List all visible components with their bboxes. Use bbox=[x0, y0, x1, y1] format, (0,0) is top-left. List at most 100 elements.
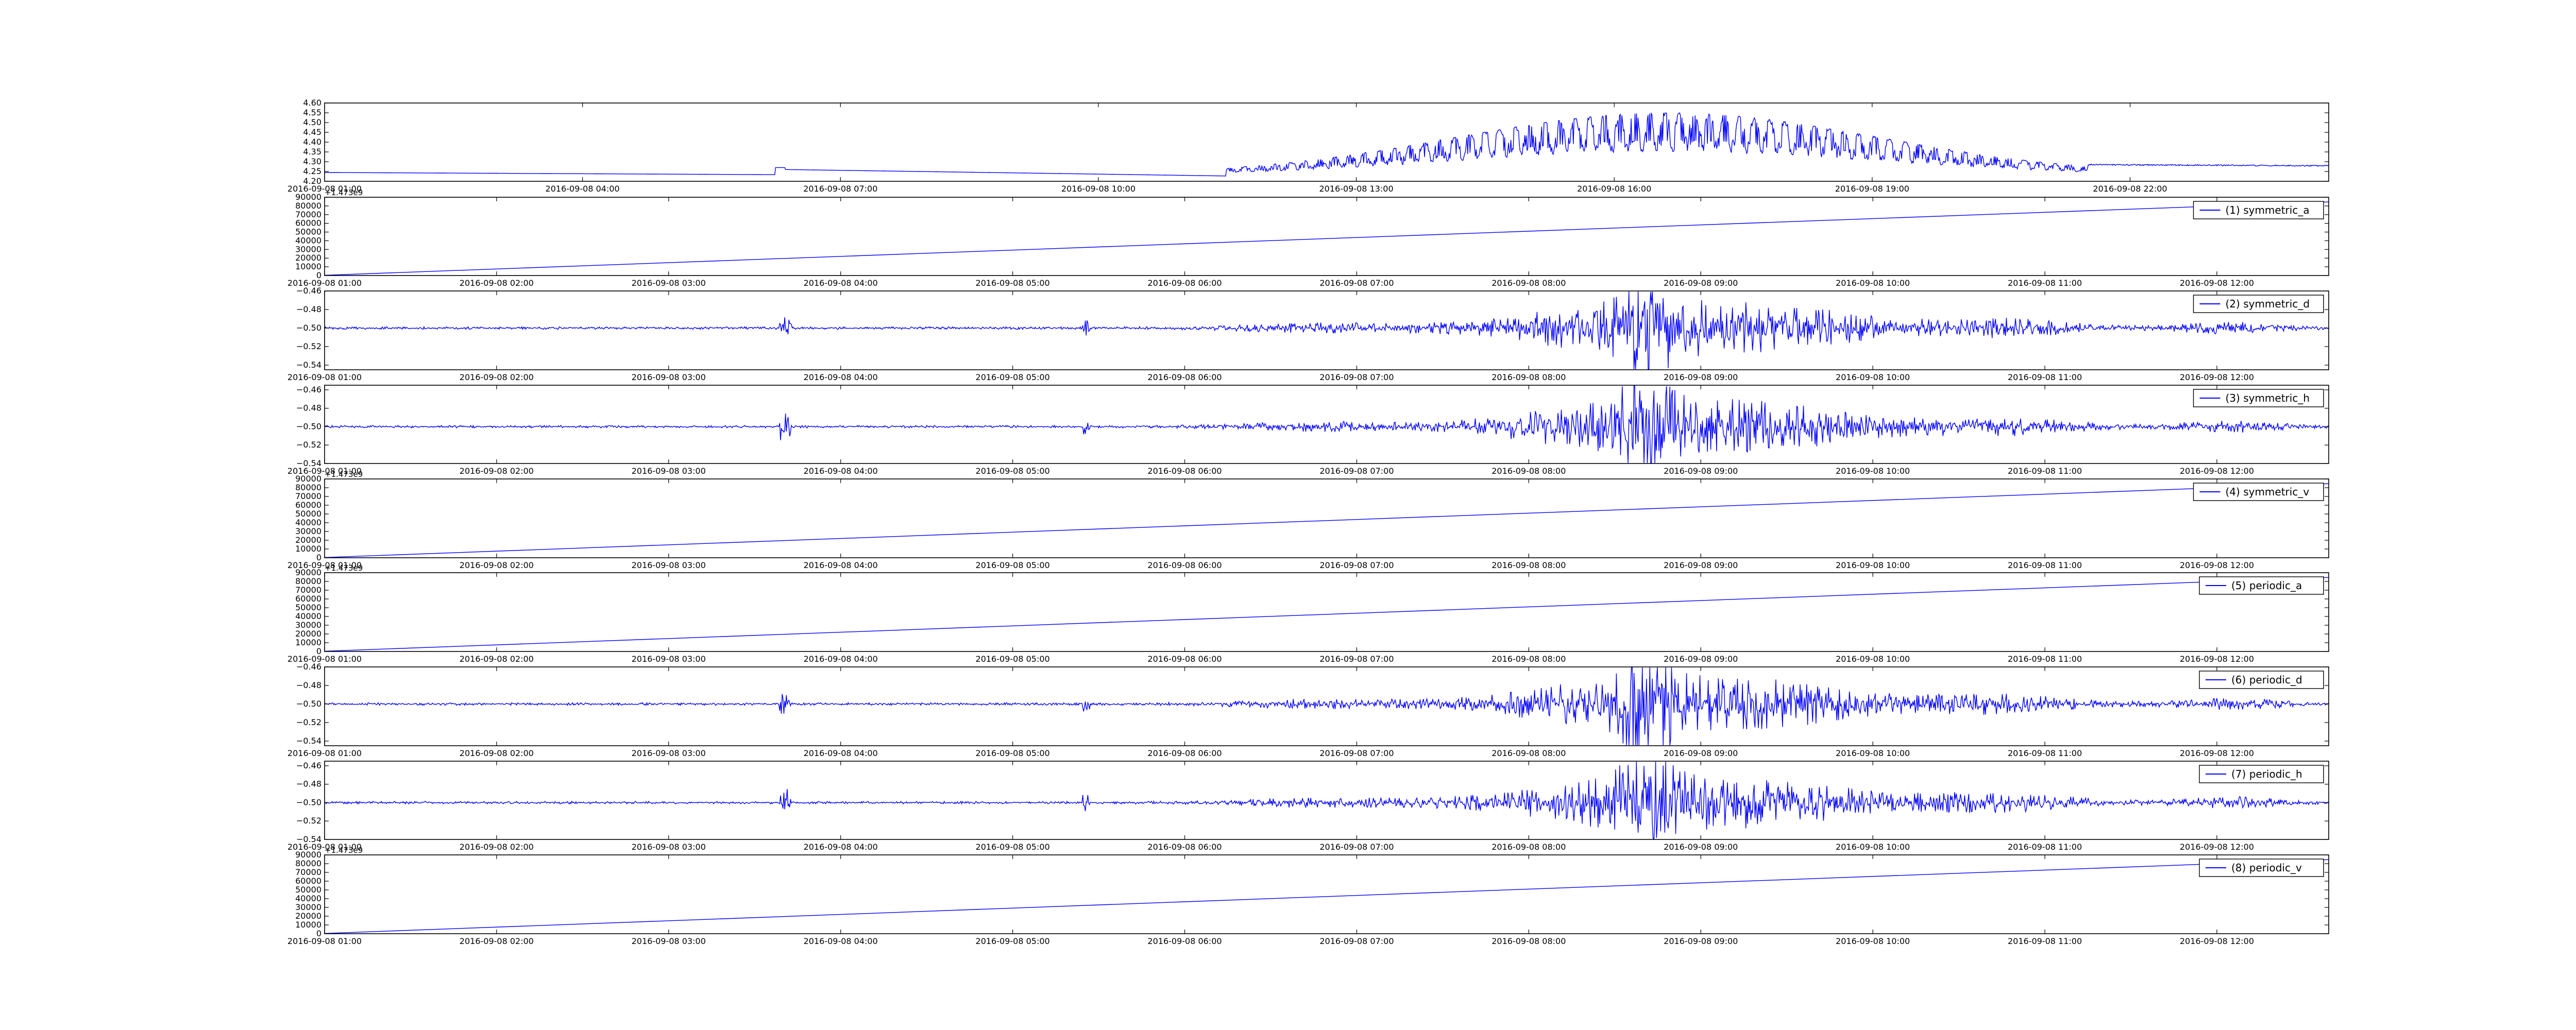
legend-label: (5) periodic_a bbox=[2231, 579, 2302, 592]
x-tick-label: 2016-09-08 11:00 bbox=[2008, 748, 2082, 758]
x-tick-label: 2016-09-08 05:00 bbox=[976, 560, 1050, 570]
x-tick-label: 2016-09-08 09:00 bbox=[1664, 842, 1738, 852]
y-tick-label: 4.60 bbox=[303, 98, 321, 108]
y-tick-label: −0.46 bbox=[296, 286, 321, 296]
x-tick-label: 2016-09-08 01:00 bbox=[287, 748, 362, 758]
y-tick-label: 10000 bbox=[295, 920, 321, 930]
x-tick-label: 2016-09-08 08:00 bbox=[1492, 654, 1566, 664]
x-tick-label: 2016-09-08 07:00 bbox=[1319, 748, 1394, 758]
x-tick-label: 2016-09-08 12:00 bbox=[2180, 748, 2254, 758]
x-tick-label: 2016-09-08 08:00 bbox=[1492, 748, 1566, 758]
subplot-5: 0100002000030000400005000060000700008000… bbox=[287, 563, 2329, 664]
x-tick-label: 2016-09-08 05:00 bbox=[976, 654, 1050, 664]
y-tick-label: 4.45 bbox=[303, 127, 321, 137]
y-tick-label: −0.46 bbox=[296, 662, 321, 672]
y-tick-label: −0.50 bbox=[296, 699, 321, 709]
x-tick-label: 2016-09-08 02:00 bbox=[460, 748, 534, 758]
x-tick-label: 2016-09-08 05:00 bbox=[976, 372, 1050, 382]
x-tick-label: 2016-09-08 09:00 bbox=[1664, 560, 1738, 570]
x-tick-label: 2016-09-08 01:00 bbox=[287, 842, 362, 852]
x-tick-label: 2016-09-08 09:00 bbox=[1664, 278, 1738, 288]
x-tick-label: 2016-09-08 10:00 bbox=[1836, 936, 1910, 946]
y-tick-label: 20000 bbox=[295, 535, 321, 545]
y-tick-label: 40000 bbox=[295, 611, 321, 621]
x-tick-label: 2016-09-08 04:00 bbox=[804, 936, 878, 946]
x-tick-label: 2016-09-08 07:00 bbox=[1319, 842, 1394, 852]
y-tick-label: 4.35 bbox=[303, 147, 321, 157]
axes-frame-7 bbox=[324, 761, 2329, 840]
series-line-4 bbox=[324, 483, 2329, 558]
y-tick-label: −0.50 bbox=[296, 421, 321, 431]
y-tick-label: 50000 bbox=[295, 227, 321, 237]
x-tick-label: 2016-09-08 07:00 bbox=[1319, 654, 1394, 664]
x-tick-label: 2016-09-08 06:00 bbox=[1147, 654, 1222, 664]
y-tick-label: 70000 bbox=[295, 585, 321, 595]
y-tick-label: 80000 bbox=[295, 576, 321, 586]
x-tick-label: 2016-09-08 10:00 bbox=[1836, 372, 1910, 382]
y-tick-label: −0.52 bbox=[296, 816, 321, 826]
x-tick-label: 2016-09-08 04:00 bbox=[804, 654, 878, 664]
x-tick-label: 2016-09-08 10:00 bbox=[1061, 184, 1136, 194]
x-tick-label-first: 2016-09-08 01:00 bbox=[287, 184, 362, 194]
subplot-1: 0100002000030000400005000060000700008000… bbox=[287, 188, 2329, 288]
axes-frame-1 bbox=[324, 197, 2329, 276]
y-offset-label: +1.473e9 bbox=[325, 563, 363, 573]
x-tick-label: 2016-09-08 11:00 bbox=[2008, 936, 2082, 946]
x-tick-label: 2016-09-08 11:00 bbox=[2008, 278, 2082, 288]
y-tick-label: −0.48 bbox=[296, 779, 321, 789]
x-tick-label: 2016-09-08 02:00 bbox=[460, 654, 534, 664]
y-offset-label: +1.473e9 bbox=[325, 846, 363, 855]
y-tick-label: 70000 bbox=[295, 867, 321, 877]
series-line-1 bbox=[324, 201, 2329, 276]
x-tick-label: 2016-09-08 05:00 bbox=[976, 936, 1050, 946]
legend-label: (4) symmetric_v bbox=[2226, 486, 2310, 498]
axes-frame-6 bbox=[324, 666, 2329, 746]
y-tick-label: −0.50 bbox=[296, 323, 321, 333]
x-tick-label: 2016-09-08 01:00 bbox=[287, 372, 362, 382]
y-tick-label: 80000 bbox=[295, 859, 321, 868]
x-tick-label: 2016-09-08 08:00 bbox=[1492, 278, 1566, 288]
y-tick-label: 40000 bbox=[295, 894, 321, 903]
x-tick-label: 2016-09-08 03:00 bbox=[632, 278, 706, 288]
y-tick-label: 60000 bbox=[295, 876, 321, 886]
x-tick-label: 2016-09-08 12:00 bbox=[2180, 654, 2254, 664]
y-tick-label: 30000 bbox=[295, 902, 321, 912]
y-tick-label: −0.54 bbox=[296, 458, 321, 468]
y-tick-label: 40000 bbox=[295, 235, 321, 245]
y-offset-label: +1.473e9 bbox=[325, 188, 363, 197]
x-tick-label: 2016-09-08 07:00 bbox=[1319, 560, 1394, 570]
x-tick-label: 2016-09-08 07:00 bbox=[803, 184, 877, 194]
y-tick-label: −0.48 bbox=[296, 680, 321, 690]
y-tick-label: 4.50 bbox=[303, 117, 321, 127]
subplot-2: −0.54 −0.52 −0.50 −0.48 −0.46 2016-09-08 01:0… bbox=[287, 286, 2329, 382]
subplot-4: 0100002000030000400005000060000700008000… bbox=[287, 470, 2329, 570]
x-tick-label: 2016-09-08 08:00 bbox=[1492, 372, 1566, 382]
legend-box bbox=[2199, 576, 2324, 595]
x-tick-label: 2016-09-08 19:00 bbox=[1835, 184, 1909, 194]
x-tick-label: 2016-09-08 12:00 bbox=[2180, 936, 2254, 946]
legend-box bbox=[2199, 765, 2324, 783]
y-tick-label: 60000 bbox=[295, 594, 321, 604]
x-tick-label: 2016-09-08 04:00 bbox=[804, 278, 878, 288]
x-tick-label: 2016-09-08 09:00 bbox=[1664, 372, 1738, 382]
x-tick-label: 2016-09-08 04:00 bbox=[804, 372, 878, 382]
legend-label: (3) symmetric_h bbox=[2226, 392, 2310, 404]
y-tick-label: −0.46 bbox=[296, 385, 321, 394]
x-tick-label: 2016-09-08 04:00 bbox=[804, 560, 878, 570]
y-tick-label: 20000 bbox=[295, 253, 321, 263]
legend-label: (8) periodic_v bbox=[2231, 862, 2302, 874]
axes-frame-5 bbox=[324, 572, 2329, 652]
x-tick-label: 2016-09-08 12:00 bbox=[2180, 372, 2254, 382]
y-tick-label: 0 bbox=[316, 270, 321, 280]
x-tick-label: 2016-09-08 07:00 bbox=[1319, 466, 1394, 476]
x-tick-label: 2016-09-08 09:00 bbox=[1664, 936, 1738, 946]
subplot-8: 0100002000030000400005000060000700008000… bbox=[287, 846, 2329, 946]
x-tick-label: 2016-09-08 02:00 bbox=[460, 560, 534, 570]
y-tick-label: 20000 bbox=[295, 911, 321, 921]
y-tick-label: 70000 bbox=[295, 210, 321, 219]
x-tick-label: 2016-09-08 16:00 bbox=[1577, 184, 1651, 194]
y-tick-label: 80000 bbox=[295, 483, 321, 492]
x-tick-label: 2016-09-08 02:00 bbox=[460, 372, 534, 382]
subplot-3: −0.54 −0.52 −0.50 −0.48 −0.46 2016-09-08 01:0… bbox=[287, 385, 2329, 476]
